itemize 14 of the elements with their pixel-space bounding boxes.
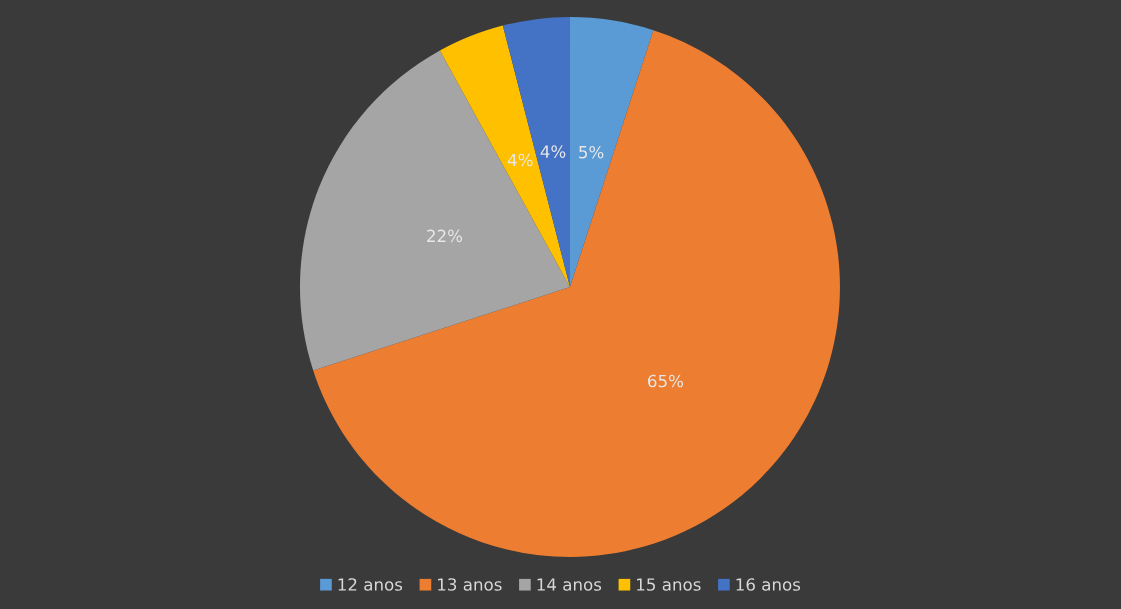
pie-slice [313,30,840,557]
legend-label: 12 anos [338,578,403,591]
data-label: 5% [579,145,604,159]
legend-label: 14 anos [537,578,602,591]
legend-label: 13 anos [438,578,502,591]
data-label: 65% [648,374,684,388]
pie-slice [569,17,654,287]
data-label: 22% [427,229,463,243]
legend-label: 16 anos [736,578,801,591]
data-label: 4% [540,145,566,158]
legend-label: 15 anos [637,578,701,591]
pie-slice [502,17,570,287]
data-label: 4% [507,153,533,167]
pie-slice [300,50,570,371]
